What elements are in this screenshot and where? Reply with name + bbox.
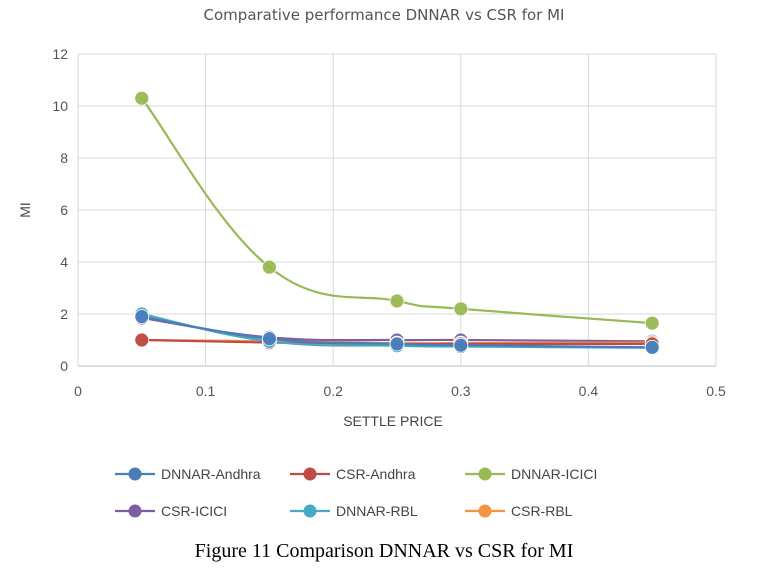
legend-label-dnnar-icici: DNNAR-ICICI bbox=[511, 466, 597, 482]
x-tick-label: 0.4 bbox=[579, 383, 599, 399]
data-point-dnnar-icici bbox=[134, 90, 150, 106]
x-tick-label: 0.3 bbox=[451, 383, 471, 399]
legend-label-dnnar-andhra: DNNAR-Andhra bbox=[161, 466, 261, 482]
legend-marker-dnnar-icici bbox=[478, 467, 492, 481]
data-point-csr-andhra bbox=[134, 332, 150, 348]
legend-label-dnnar-rbl: DNNAR-RBL bbox=[336, 503, 418, 519]
x-tick-label: 0 bbox=[74, 383, 82, 399]
x-axis-label: SETTLE PRICE bbox=[343, 413, 443, 429]
y-axis-label: MI bbox=[17, 202, 33, 218]
data-point-dnnar-icici bbox=[389, 293, 405, 309]
legend-item-dnnar-icici: DNNAR-ICICI bbox=[465, 466, 597, 482]
series-layer bbox=[134, 90, 660, 356]
grid-layer bbox=[77, 53, 717, 367]
legend-marker-csr-andhra bbox=[303, 467, 317, 481]
data-point-dnnar-andhra bbox=[134, 309, 150, 325]
series-line-dnnar-icici bbox=[140, 97, 653, 325]
data-point-dnnar-icici bbox=[453, 301, 469, 317]
y-tick-label: 6 bbox=[60, 202, 68, 218]
x-tick-label: 0.1 bbox=[196, 383, 216, 399]
chart-title: Comparative performance DNNAR vs CSR for… bbox=[203, 6, 565, 24]
legend-label-csr-rbl: CSR-RBL bbox=[511, 503, 573, 519]
data-point-dnnar-icici bbox=[644, 315, 660, 331]
legend-marker-csr-rbl bbox=[478, 504, 492, 518]
data-point-dnnar-andhra bbox=[644, 339, 660, 355]
legend-marker-csr-icici bbox=[128, 504, 142, 518]
y-tick-label: 2 bbox=[60, 306, 68, 322]
y-tick-label: 12 bbox=[52, 46, 68, 62]
y-tick-label: 0 bbox=[60, 358, 68, 374]
legend: DNNAR-Andhra CSR-Andhra DNNAR-ICICI CSR-ICI… bbox=[115, 466, 597, 519]
legend-item-csr-icici: CSR-ICICI bbox=[115, 503, 227, 519]
data-point-dnnar-andhra bbox=[389, 336, 405, 352]
legend-label-csr-andhra: CSR-Andhra bbox=[336, 466, 416, 482]
legend-item-csr-andhra: CSR-Andhra bbox=[290, 466, 416, 482]
figure-caption: Figure 11 Comparison DNNAR vs CSR for MI bbox=[194, 540, 574, 562]
y-tick-label: 4 bbox=[60, 254, 68, 270]
y-tick-label: 8 bbox=[60, 150, 68, 166]
legend-item-csr-rbl: CSR-RBL bbox=[465, 503, 573, 519]
series-dnnar-icici bbox=[134, 90, 660, 331]
legend-label-csr-icici: CSR-ICICI bbox=[161, 503, 227, 519]
data-point-dnnar-andhra bbox=[261, 331, 277, 347]
legend-item-dnnar-rbl: DNNAR-RBL bbox=[290, 503, 418, 519]
data-point-dnnar-andhra bbox=[453, 337, 469, 353]
data-point-dnnar-icici bbox=[261, 259, 277, 275]
x-tick-label: 0.2 bbox=[323, 383, 343, 399]
x-tick-label: 0.5 bbox=[706, 383, 726, 399]
y-tick-label: 10 bbox=[52, 98, 68, 114]
legend-item-dnnar-andhra: DNNAR-Andhra bbox=[115, 466, 261, 482]
legend-marker-dnnar-andhra bbox=[128, 467, 142, 481]
series-dnnar-andhra bbox=[134, 309, 660, 355]
legend-marker-dnnar-rbl bbox=[303, 504, 317, 518]
axis-layer: 0 2 4 6 8 10 12 0 0.1 0.2 0.3 0.4 0.5 SETTLE PRICE MI bbox=[17, 46, 726, 429]
